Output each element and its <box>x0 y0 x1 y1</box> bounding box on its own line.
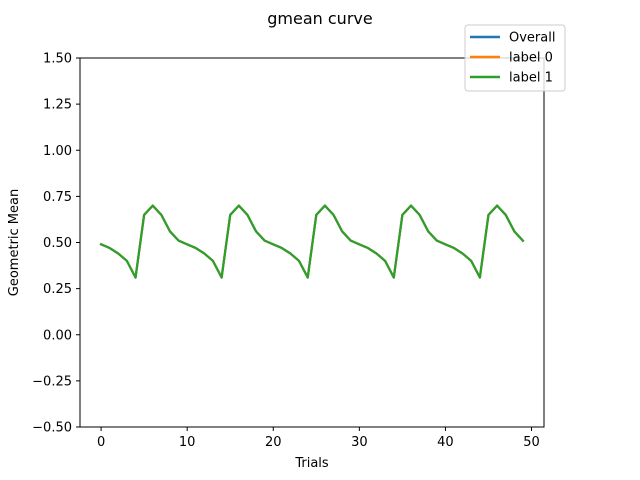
x-tick-label: 30 <box>351 435 368 450</box>
x-axis-ticks: 0 10 20 30 40 50 <box>97 427 540 450</box>
y-axis-title: Geometric Mean <box>7 189 22 296</box>
series-layer <box>99 204 525 279</box>
x-tick-label: 10 <box>179 435 196 450</box>
chart-title: gmean curve <box>267 9 372 28</box>
y-tick-label: 1.00 <box>43 144 72 159</box>
legend-label-overall: Overall <box>509 31 555 46</box>
legend: Overall label 0 label 1 <box>464 24 566 92</box>
x-axis-title: Trials <box>294 456 329 471</box>
y-tick-label: 0.00 <box>43 328 72 343</box>
y-axis-ticks: −0.50 −0.25 0.00 0.25 0.50 0.75 1.00 1.25 1.50 <box>32 52 80 436</box>
y-tick-label: 0.50 <box>43 236 72 251</box>
legend-box <box>464 24 566 92</box>
y-tick-label: −0.50 <box>32 421 72 436</box>
x-tick-label: 0 <box>97 435 105 450</box>
x-tick-label: 40 <box>437 435 454 450</box>
x-tick-label: 20 <box>265 435 282 450</box>
y-tick-label: 1.50 <box>43 52 72 67</box>
series-line-label-1 <box>99 204 525 279</box>
legend-items: Overall label 0 label 1 <box>470 31 555 86</box>
y-tick-label: 0.25 <box>43 282 72 297</box>
y-tick-label: 1.25 <box>43 98 72 113</box>
x-tick-label: 50 <box>523 435 540 450</box>
y-tick-label: −0.25 <box>32 374 72 389</box>
legend-label-label-0: label 0 <box>509 51 553 66</box>
y-tick-label: 0.75 <box>43 190 72 205</box>
legend-label-label-1: label 1 <box>509 71 553 86</box>
